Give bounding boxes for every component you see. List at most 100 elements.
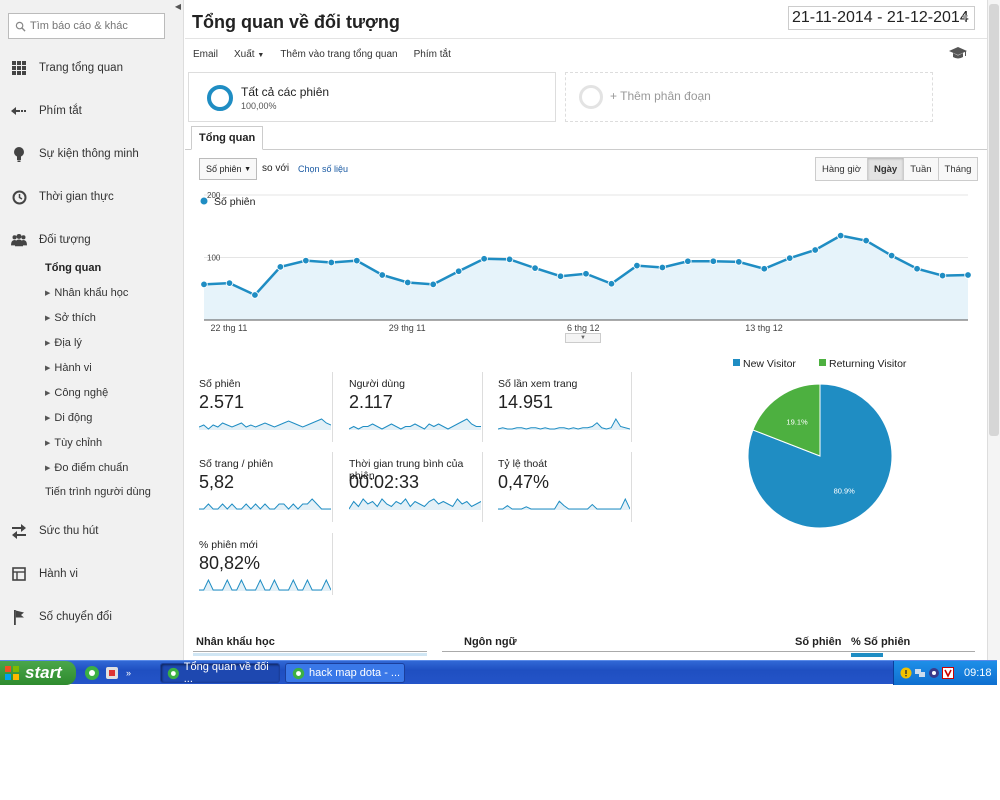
sub-item-demographics[interactable]: ▶ Nhân khẩu học: [45, 287, 128, 299]
sub-item-label: Địa lý: [54, 337, 82, 349]
collapse-sidebar-icon[interactable]: ◀: [174, 2, 182, 11]
date-range-picker[interactable]: 21-11-2014 - 21-12-2014 ▼: [788, 6, 975, 30]
scrollbar[interactable]: [987, 0, 1000, 660]
data-point[interactable]: [454, 267, 463, 275]
data-point[interactable]: [302, 256, 310, 265]
data-point[interactable]: [378, 271, 386, 279]
data-point[interactable]: [276, 263, 285, 271]
nav-item-intelligence[interactable]: Sự kiện thông minh: [0, 139, 184, 169]
add-segment-button[interactable]: + Thêm phân đoạn: [565, 72, 933, 122]
taskbar-window-dota[interactable]: hack map dota - ...: [285, 663, 405, 683]
data-point[interactable]: [556, 272, 565, 280]
antivirus-icon[interactable]: [942, 667, 954, 679]
granularity-hourly[interactable]: Hàng giờ: [816, 158, 868, 180]
nav-item-realtime[interactable]: Thời gian thực: [0, 182, 184, 212]
sub-item-benchmarking[interactable]: ▶ Đo điểm chuẩn: [45, 462, 128, 474]
data-point[interactable]: [684, 257, 692, 265]
data-point[interactable]: [913, 265, 921, 273]
sub-item-overview[interactable]: Tổng quan: [45, 262, 101, 274]
nav-item-shortcuts[interactable]: Phím tắt: [0, 96, 184, 126]
chart-resize-handle[interactable]: ▼: [565, 333, 601, 343]
metric-value: 00:02:33: [349, 472, 420, 492]
data-point[interactable]: [404, 278, 412, 287]
data-point[interactable]: [862, 236, 870, 245]
tab-overview[interactable]: Tổng quan: [191, 126, 264, 150]
metric-tile[interactable]: Số phiên 2.571: [185, 372, 333, 442]
shortcut-button[interactable]: Phím tắt: [413, 48, 451, 60]
search-box[interactable]: [8, 13, 165, 39]
data-point[interactable]: [607, 280, 616, 288]
export-button[interactable]: Xuất ▼: [234, 49, 264, 60]
quick-launch-more[interactable]: »: [126, 668, 132, 678]
nav-item-label: Số chuyển đổi: [39, 611, 112, 623]
data-point[interactable]: [811, 246, 819, 254]
column-header-pct-sessions[interactable]: % Số phiên: [851, 636, 911, 648]
data-point[interactable]: [429, 280, 437, 289]
data-point[interactable]: [786, 254, 794, 262]
choose-metric-link[interactable]: Chọn số liệu: [298, 164, 349, 174]
network-icon[interactable]: [914, 667, 926, 679]
data-point[interactable]: [938, 271, 947, 280]
metric-tile[interactable]: Người dùng 2.117: [335, 372, 483, 442]
sub-item-users-flow[interactable]: Tiến trình người dùng: [45, 486, 151, 498]
data-point[interactable]: [709, 257, 718, 265]
data-point[interactable]: [327, 258, 336, 267]
sub-item-geo[interactable]: ▶ Địa lý: [45, 337, 82, 349]
granularity-day[interactable]: Ngày: [867, 158, 905, 180]
data-point[interactable]: [887, 251, 896, 260]
warning-icon[interactable]: [900, 667, 912, 679]
data-point[interactable]: [480, 255, 488, 263]
data-point[interactable]: [658, 263, 667, 272]
search-input[interactable]: [30, 20, 160, 32]
metric-value: 14.951: [498, 392, 554, 412]
metric-tile[interactable]: Tỷ lệ thoát 0,47%: [484, 452, 632, 522]
app-icon[interactable]: [104, 665, 120, 681]
graduation-cap-icon[interactable]: [949, 46, 967, 60]
sub-item-custom[interactable]: ▶ Tùy chỉnh: [45, 437, 102, 449]
taskbar-window-analytics[interactable]: Tổng quan về đối ...: [160, 661, 280, 685]
granularity-month[interactable]: Tháng: [938, 158, 978, 180]
nav-item-conversions[interactable]: Số chuyển đổi: [0, 602, 184, 632]
pie-slice[interactable]: [752, 383, 821, 457]
sub-item-mobile[interactable]: ▶ Di động: [45, 412, 92, 424]
nav-item-label: Thời gian thực: [39, 191, 114, 203]
data-point[interactable]: [251, 291, 259, 299]
nav-item-behavior[interactable]: Hành vi: [0, 559, 184, 589]
data-point[interactable]: [353, 256, 361, 265]
sub-item-interests[interactable]: ▶ Sở thích: [45, 312, 96, 324]
granularity-week[interactable]: Tuần: [904, 158, 939, 180]
metric-tile[interactable]: Số trang / phiên 5,82: [185, 452, 333, 522]
sub-item-technology[interactable]: ▶ Công nghệ: [45, 387, 108, 399]
browser-icon[interactable]: [84, 665, 100, 681]
metric-select[interactable]: Số phiên ▼: [199, 158, 257, 180]
data-point[interactable]: [836, 231, 845, 240]
sub-item-label: Tiến trình người dùng: [45, 486, 151, 498]
column-header-language[interactable]: Ngôn ngữ: [464, 636, 517, 648]
add-to-dashboard-button[interactable]: Thêm vào trang tổng quan: [280, 48, 398, 60]
metric-tile[interactable]: Thời gian trung bình của phiên 00:02:33: [335, 452, 483, 522]
data-point[interactable]: [531, 264, 539, 272]
nav-item-acquisition[interactable]: Sức thu hút: [0, 516, 184, 546]
security-icon[interactable]: [928, 667, 940, 679]
browser-icon: [167, 667, 179, 679]
data-point[interactable]: [582, 270, 590, 278]
nav-item-dashboards[interactable]: Trang tổng quan: [0, 53, 184, 83]
data-point[interactable]: [505, 255, 514, 264]
start-button[interactable]: start: [0, 661, 76, 685]
data-point[interactable]: [200, 280, 208, 289]
email-button[interactable]: Email: [193, 48, 219, 60]
column-header-sessions[interactable]: Số phiên: [795, 636, 842, 648]
data-point[interactable]: [760, 265, 768, 273]
scrollbar-thumb[interactable]: [989, 4, 999, 436]
sub-item-behavior[interactable]: ▶ Hành vi: [45, 362, 92, 374]
data-point[interactable]: [964, 271, 972, 279]
data-point[interactable]: [633, 261, 641, 270]
sparkline-line: [199, 418, 331, 430]
metric-tile[interactable]: % phiên mới 80,82%: [185, 533, 333, 595]
data-point[interactable]: [225, 279, 234, 287]
metric-tile[interactable]: Số lần xem trang 14.951: [484, 372, 632, 442]
segment-all-sessions[interactable]: Tất cả các phiên 100,00%: [188, 72, 556, 122]
data-point[interactable]: [735, 258, 743, 266]
nav-item-audience[interactable]: Đối tượng: [0, 225, 184, 255]
chevron-down-icon: ▼: [257, 51, 265, 59]
